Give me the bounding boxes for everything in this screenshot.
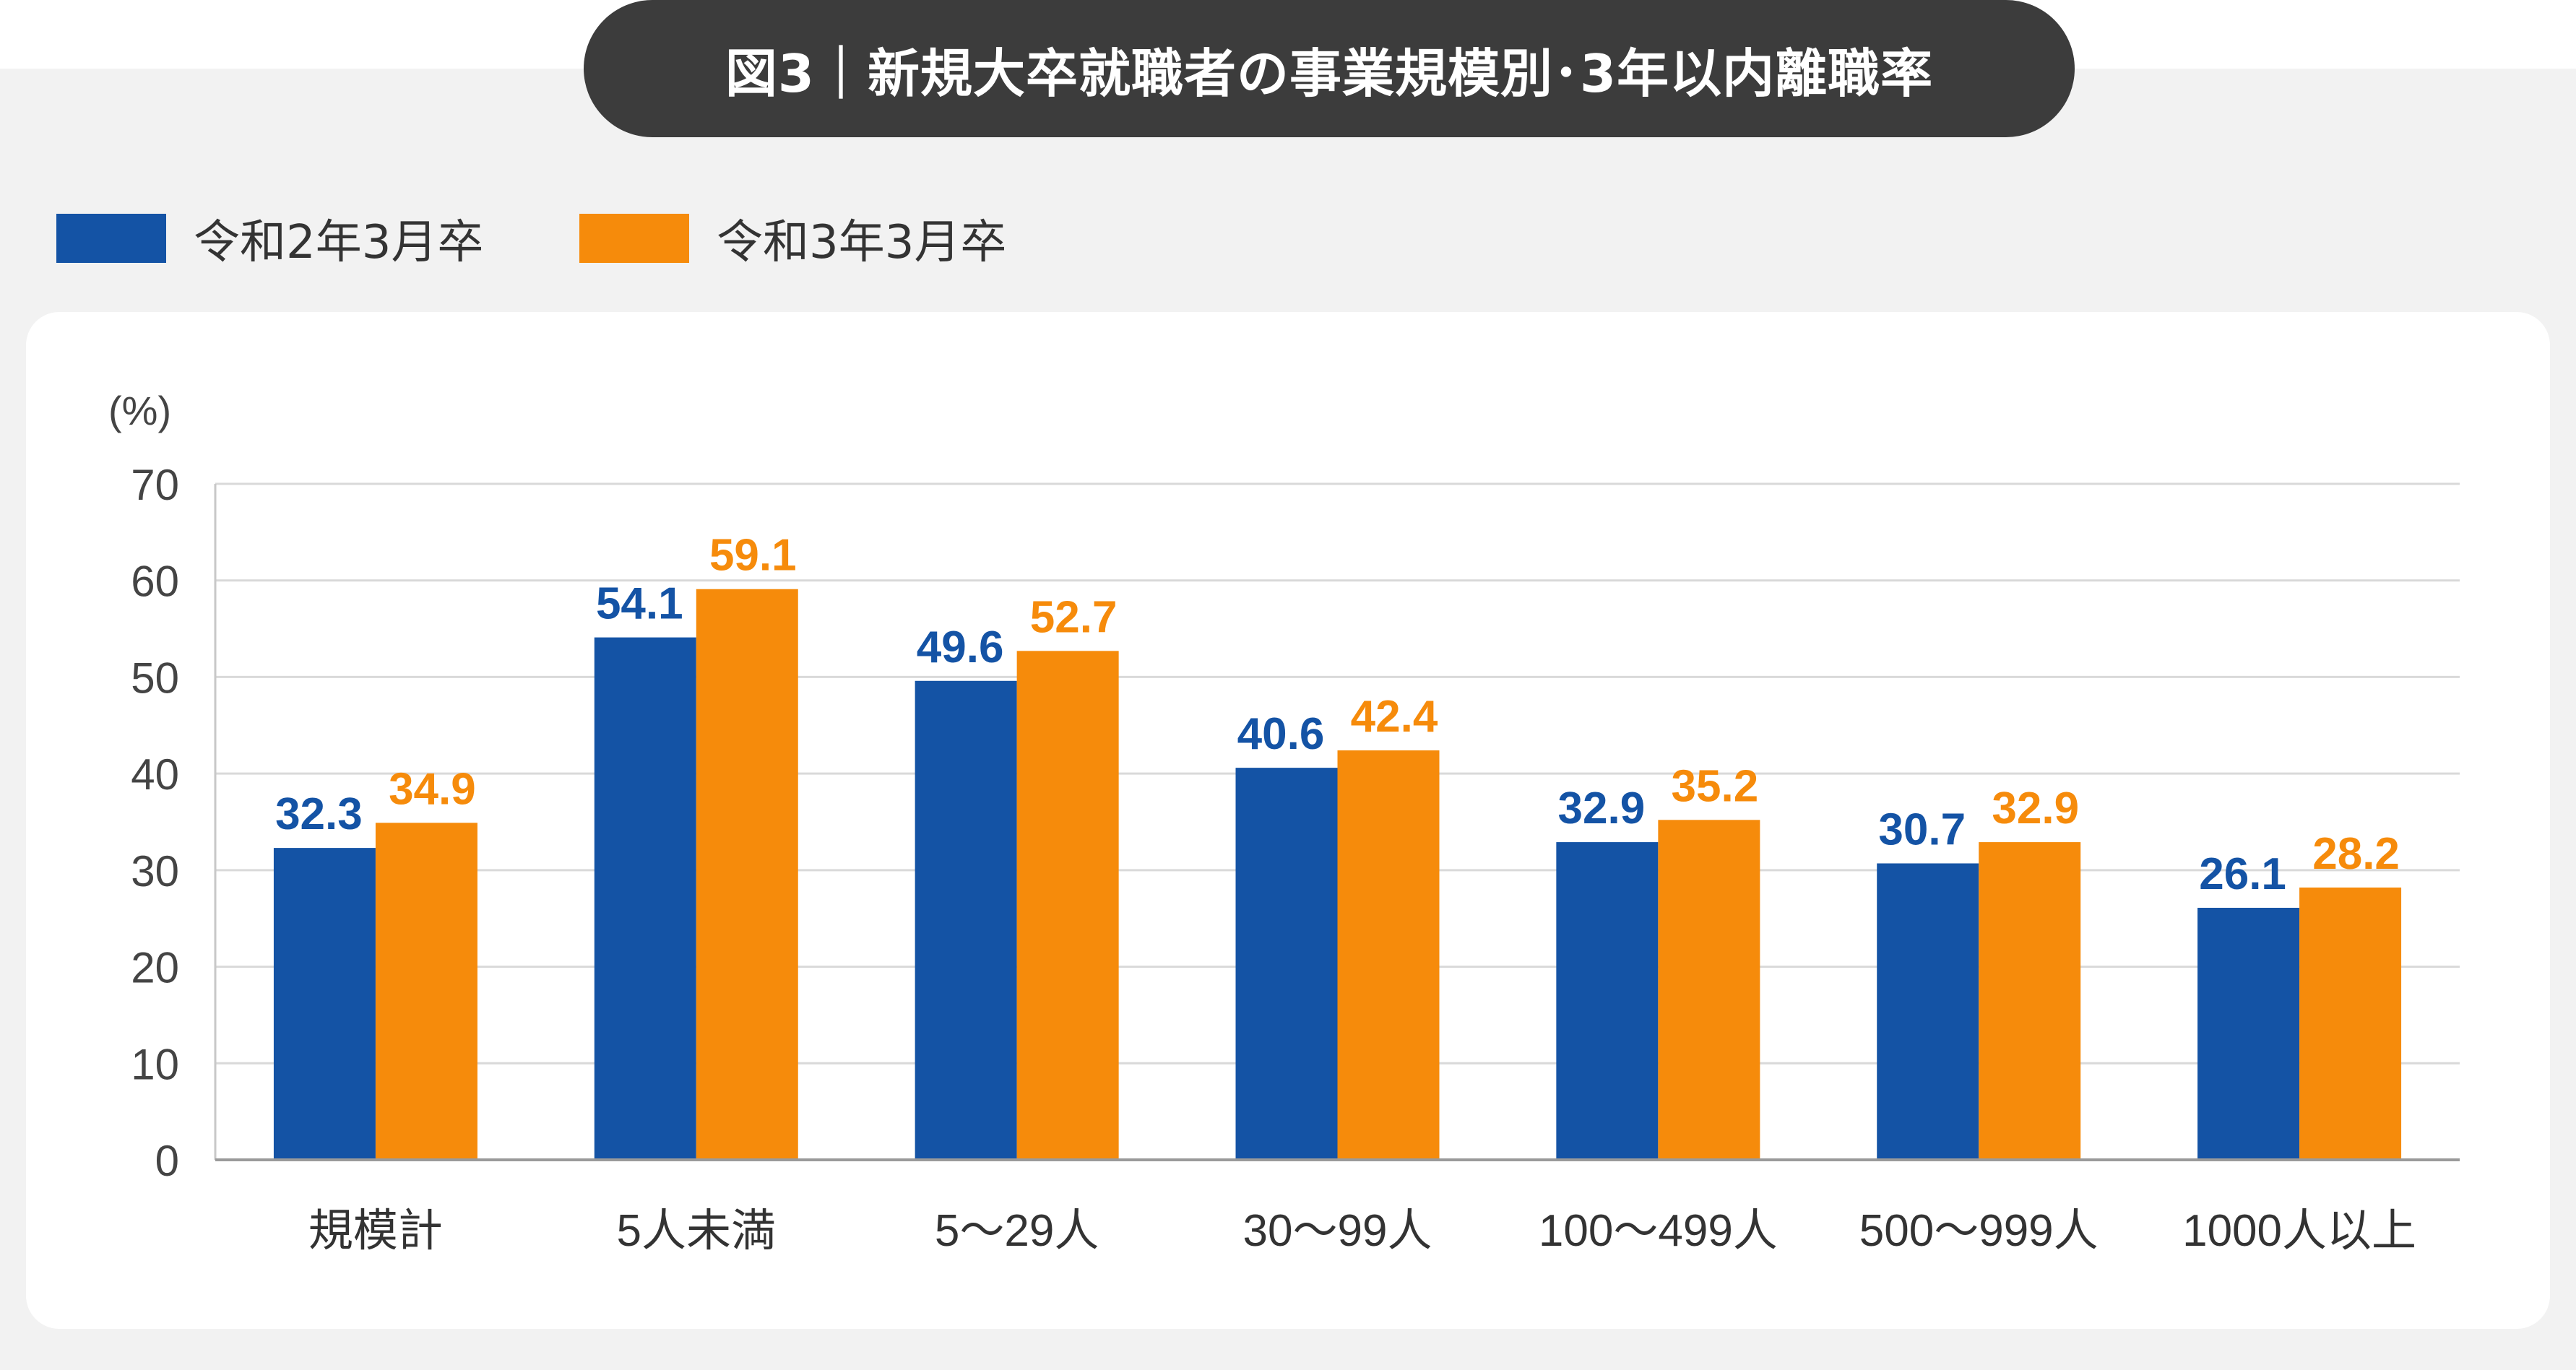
bar [2299, 887, 2402, 1160]
bar [696, 589, 798, 1160]
y-tick-label: 40 [131, 750, 179, 799]
data-label: 32.9 [1992, 784, 2079, 833]
data-label: 59.1 [709, 531, 797, 581]
data-label: 32.3 [275, 789, 363, 839]
y-axis-unit-label: (%) [108, 388, 171, 433]
bar [1877, 863, 1979, 1160]
legend-item-series-2: 令和3年3月卒 [579, 206, 1006, 271]
data-label: 32.9 [1558, 784, 1646, 833]
y-tick-label: 10 [131, 1040, 179, 1088]
bar [1016, 651, 1119, 1160]
y-axis: 0 10 20 30 40 50 60 70 (%) [108, 388, 217, 1185]
data-label: 34.9 [389, 764, 476, 814]
bar [1979, 842, 2081, 1160]
x-tick-label: 5～29人 [935, 1206, 1099, 1256]
data-label: 42.4 [1351, 692, 1438, 742]
legend-swatch-series-1 [56, 214, 166, 263]
data-label: 28.2 [2312, 829, 2400, 879]
y-tick-label: 60 [131, 558, 179, 606]
legend-swatch-series-2 [579, 214, 689, 263]
data-label: 54.1 [596, 579, 683, 629]
bar [915, 680, 1017, 1160]
data-label: 26.1 [2199, 849, 2286, 899]
data-label: 35.2 [1672, 761, 1759, 811]
chart-title: 図3｜新規大卒就職者の事業規模別･3年以内離職率 [725, 43, 1934, 104]
data-labels: 32.3 34.9 54.1 59.1 49.6 52.7 40.6 42.4 32.9 35.2… [275, 531, 2400, 899]
data-label: 40.6 [1237, 709, 1325, 759]
legend-item-series-1: 令和2年3月卒 [56, 206, 483, 271]
x-tick-label: 30～99人 [1243, 1206, 1432, 1256]
legend-label-series-2: 令和3年3月卒 [717, 216, 1007, 269]
data-label: 30.7 [1878, 805, 1966, 854]
data-label: 52.7 [1030, 592, 1118, 642]
bar [1337, 750, 1440, 1160]
x-axis: 規模計 5人未満 5～29人 30～99人 100～499人 500～999人 1000人以… [215, 1158, 2460, 1256]
legend-label-series-1: 令和2年3月卒 [194, 216, 484, 269]
y-tick-label: 0 [155, 1137, 179, 1185]
chart-title-banner: 図3｜新規大卒就職者の事業規模別･3年以内離職率 [584, 0, 2075, 137]
x-tick-label: 規模計 [308, 1206, 443, 1256]
x-tick-label: 5人未満 [617, 1206, 776, 1256]
x-tick-label: 1000人以上 [2182, 1206, 2416, 1256]
bar [375, 823, 477, 1160]
y-tick-label: 50 [131, 654, 179, 702]
bar [1556, 842, 1659, 1160]
bars [273, 589, 2402, 1160]
bar [1658, 820, 1760, 1160]
y-tick-label: 20 [131, 944, 179, 992]
bar [594, 637, 696, 1160]
y-tick-label: 70 [131, 461, 179, 509]
bar [2197, 908, 2300, 1160]
data-label: 49.6 [917, 623, 1004, 672]
bar [273, 848, 376, 1160]
x-tick-label: 500～999人 [1859, 1206, 2099, 1256]
x-tick-label: 100～499人 [1539, 1206, 1778, 1256]
y-tick-label: 30 [131, 847, 179, 896]
bar [1235, 768, 1338, 1160]
